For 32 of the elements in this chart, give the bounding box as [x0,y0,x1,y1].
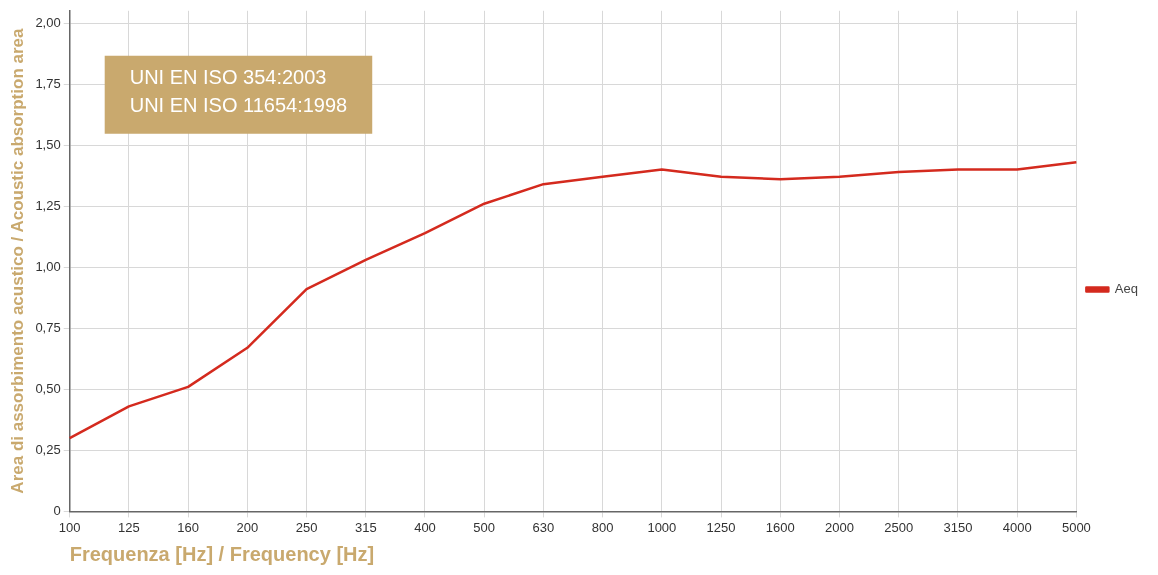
x-tick-label: 5000 [1061,519,1091,535]
x-tick-label: 3150 [943,519,973,535]
x-tick-label: 2500 [884,519,914,535]
legend-label: Aeq [1114,281,1139,297]
annotation: UNI EN ISO 354:2003 [129,66,327,89]
x-tick-label: 250 [295,519,318,535]
x-tick-label: 1250 [706,519,736,535]
x-tick-label: 160 [177,519,199,535]
x-tick-label: 500 [473,519,496,535]
x-tick-label: 630 [532,519,555,535]
x-tick-label: 200 [236,519,259,535]
x-tick-label: 1000 [647,519,677,535]
y-tick-label: 1,50 [35,136,61,152]
y-tick-label: 0 [53,502,61,518]
x-tick-label: 125 [118,519,140,535]
y-axis-title: Area di assorbimento acustico / Acoustic absorption area [7,28,27,494]
annotation: UNI EN ISO 11654:1998 [129,94,348,117]
x-tick-label: 800 [591,519,614,535]
y-tick-label: 0,50 [35,380,61,396]
y-tick-label: 0,25 [35,441,61,457]
y-tick-label: 0,75 [35,319,61,335]
x-tick-label: 4000 [1002,519,1032,535]
y-tick-label: 1,25 [35,197,61,213]
x-tick-label: 1600 [765,519,795,535]
x-tick-label: 400 [414,519,436,535]
y-tick-label: 1,75 [35,75,61,91]
x-tick-label: 2000 [825,519,854,535]
x-axis-title: Frequenza [Hz] / Frequency [Hz] [69,542,375,565]
x-tick-label: 100 [58,519,81,535]
y-tick-label: 2,00 [35,14,61,30]
y-tick-label: 1,00 [35,258,61,274]
x-tick-label: 315 [354,519,377,535]
